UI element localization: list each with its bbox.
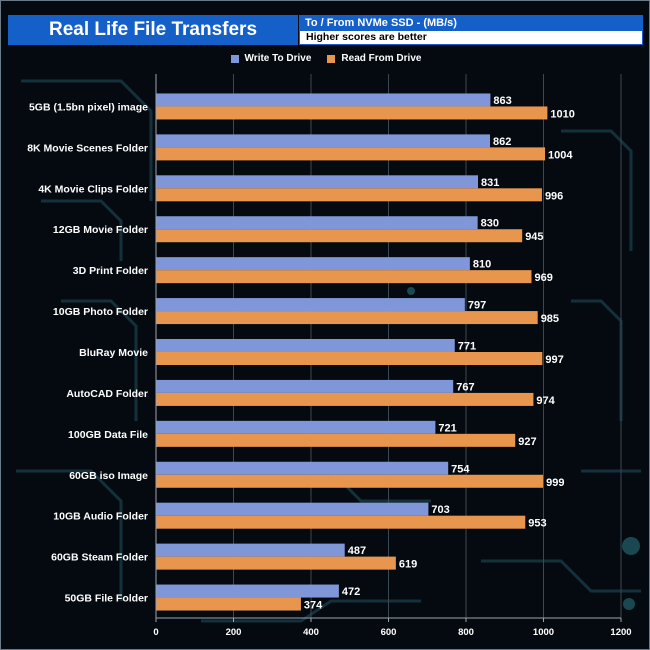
chart-note: Higher scores are better (299, 31, 643, 45)
legend-swatch-write (230, 54, 239, 63)
x-tick-label-1000: 1000 (533, 627, 554, 638)
legend: Write To Drive Read From Drive (1, 53, 649, 64)
bar-write-7 (156, 379, 454, 393)
category-label-8: 100GB Data File (68, 429, 148, 441)
value-label-read-1: 1004 (548, 149, 573, 161)
chart-subtitle: To / From NVMe SSD - (MB/s) (299, 15, 643, 31)
chart-title-box: Real Life File Transfers (8, 15, 298, 45)
bar-write-9 (156, 461, 449, 475)
value-label-read-2: 996 (545, 190, 563, 202)
value-label-write-3: 830 (481, 218, 499, 230)
axis: 5GB (1.5bn pixel) image 8K Movie Scenes F… (27, 74, 632, 638)
bar-write-8 (156, 420, 436, 434)
category-label-11: 60GB Steam Folder (51, 552, 148, 564)
value-label-read-11: 619 (399, 559, 417, 571)
value-label-read-8: 927 (518, 436, 536, 448)
legend-item-write: Write To Drive (230, 53, 312, 64)
bar-read-8 (156, 433, 516, 447)
category-label-6: BluRay Movie (79, 347, 148, 359)
value-label-write-6: 771 (458, 341, 476, 353)
bar-read-9 (156, 474, 544, 488)
value-label-write-1: 862 (493, 136, 511, 148)
legend-label-write: Write To Drive (244, 53, 312, 64)
circuit-trace-0 (21, 79, 153, 201)
value-label-write-12: 472 (342, 586, 360, 598)
bar-read-7 (156, 392, 534, 406)
bar-write-10 (156, 502, 429, 516)
bar-read-0 (156, 106, 548, 120)
value-label-read-10: 953 (528, 518, 546, 530)
x-tick-label-400: 400 (303, 627, 319, 638)
circuit-node-0 (622, 537, 640, 555)
bar-read-6 (156, 352, 543, 365)
circuit-node-1 (623, 598, 635, 610)
bar-write-12 (156, 584, 339, 598)
bar-write-6 (156, 339, 455, 352)
bar-write-1 (156, 134, 491, 148)
bar-write-0 (156, 93, 491, 107)
circuit-trace-7 (201, 599, 421, 623)
value-label-read-0: 1010 (550, 108, 574, 120)
value-label-read-7: 974 (536, 395, 555, 407)
bar-read-10 (156, 515, 526, 529)
x-tick-label-200: 200 (226, 627, 242, 638)
bar-write-4 (156, 257, 470, 271)
x-tick-label-0: 0 (153, 627, 158, 638)
value-label-write-2: 831 (481, 177, 499, 189)
value-label-write-5: 797 (468, 300, 486, 312)
x-tick-label-800: 800 (458, 627, 474, 638)
bar-read-5 (156, 311, 538, 325)
legend-item-read: Read From Drive (327, 53, 421, 64)
category-label-12: 50GB File Folder (65, 593, 148, 605)
bar-read-11 (156, 556, 396, 570)
bar-read-12 (156, 597, 301, 611)
circuit-trace-6 (481, 559, 641, 593)
bars: 863 1010 862 1004 831 996 830 945 810 969 797 985 77… (156, 93, 575, 612)
category-label-9: 60GB iso Image (69, 470, 148, 482)
category-label-4: 3D Print Folder (73, 265, 148, 277)
category-label-5: 10GB Photo Folder (53, 306, 148, 318)
bar-write-2 (156, 175, 479, 189)
value-label-write-11: 487 (348, 545, 366, 557)
category-label-0: 5GB (1.5bn pixel) image (29, 101, 148, 113)
category-label-2: 4K Movie Clips Folder (38, 183, 148, 195)
value-label-write-9: 754 (451, 463, 470, 475)
subtitle-box: To / From NVMe SSD - (MB/s) Higher score… (299, 15, 643, 46)
circuit-trace-1 (61, 299, 138, 421)
category-label-1: 8K Movie Scenes Folder (27, 142, 148, 154)
bar-write-3 (156, 216, 478, 230)
x-tick-label-600: 600 (381, 627, 397, 638)
bar-write-5 (156, 298, 465, 312)
category-label-7: AutoCAD Folder (66, 388, 148, 400)
circuit-trace-2 (16, 469, 123, 601)
value-label-read-4: 969 (534, 272, 552, 284)
value-label-read-12: 374 (304, 600, 323, 612)
chart-title: Real Life File Transfers (48, 19, 258, 40)
value-label-read-6: 997 (545, 354, 563, 366)
legend-swatch-read (327, 54, 336, 63)
category-label-3: 12GB Movie Folder (53, 224, 148, 236)
value-label-write-0: 863 (493, 95, 511, 107)
value-label-read-5: 985 (541, 313, 559, 325)
bar-read-3 (156, 229, 523, 243)
x-tick-label-1200: 1200 (610, 627, 631, 638)
value-label-read-9: 999 (546, 477, 564, 489)
bar-read-4 (156, 270, 532, 284)
bar-write-11 (156, 543, 345, 557)
bar-read-1 (156, 147, 546, 161)
value-label-write-8: 721 (438, 422, 456, 434)
legend-label-read: Read From Drive (341, 53, 422, 64)
bar-read-2 (156, 188, 542, 202)
circuit-trace-5 (571, 299, 623, 421)
value-label-write-4: 810 (473, 259, 491, 271)
circuit-node-4 (407, 287, 415, 295)
value-label-read-3: 945 (525, 231, 543, 243)
value-label-write-10: 703 (431, 504, 449, 516)
value-label-write-7: 767 (456, 381, 474, 393)
category-label-10: 10GB Audio Folder (53, 511, 148, 523)
circuit-trace-8 (41, 199, 123, 261)
